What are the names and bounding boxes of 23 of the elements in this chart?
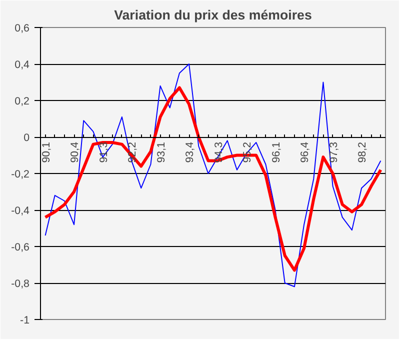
x-tick-label: 97,3: [328, 142, 340, 163]
y-tick-label: 0,2: [14, 96, 30, 108]
y-tick-label: -0,2: [11, 168, 30, 180]
y-tick-label: -0,8: [11, 278, 30, 290]
y-tick-label: 0,4: [14, 59, 30, 71]
x-tick-label: 92,2: [126, 142, 139, 163]
x-tick-label: 93,1: [155, 142, 168, 163]
x-tick-label: 93,4: [184, 142, 196, 163]
x-tick-label: 90,4: [69, 142, 82, 163]
x-tick-label: 96,1: [270, 142, 282, 163]
line-series: [44, 86, 382, 272]
x-tick-label: 95,2: [242, 142, 254, 163]
x-tick-label: 91,3: [98, 142, 110, 163]
x-tick-label: 90,1: [40, 142, 52, 163]
x-tick-label: 94,3: [212, 142, 225, 163]
y-tick-label: -0,6: [11, 242, 30, 254]
x-tick-label: 96,4: [299, 142, 312, 163]
y-tick-label: 0: [24, 132, 30, 144]
y-tick-label: -1: [20, 314, 30, 326]
y-tick-label: 0,6: [14, 22, 30, 34]
x-tick-label: 98,2: [356, 142, 369, 163]
y-tick-label: -0,4: [11, 205, 30, 217]
chart-title: Variation du prix des mémoires: [114, 8, 312, 22]
